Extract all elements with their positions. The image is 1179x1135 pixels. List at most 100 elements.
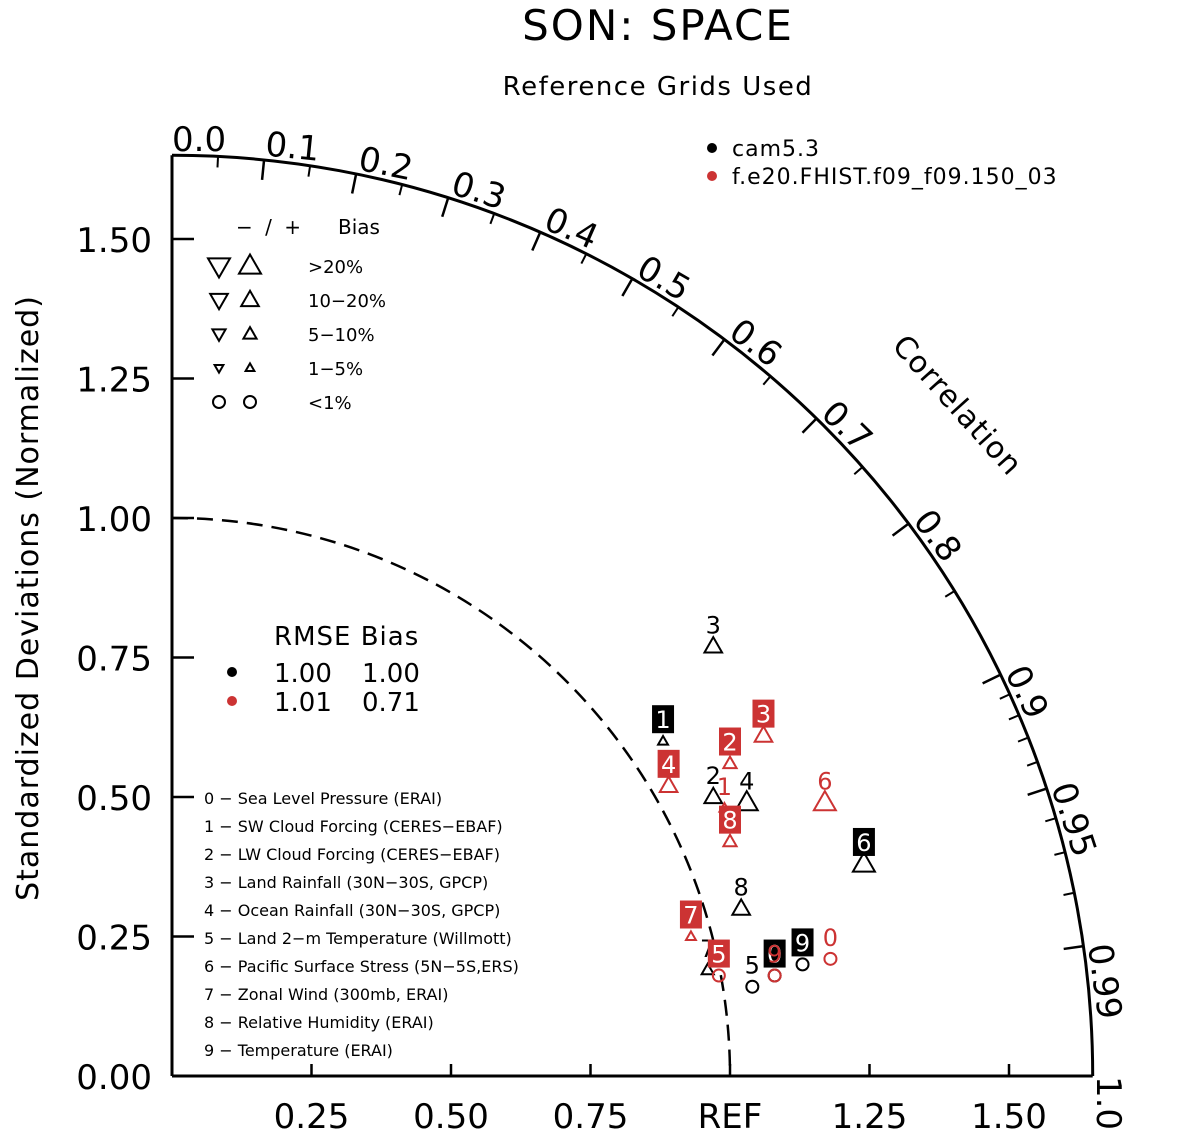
point-marker [684, 929, 698, 941]
correlation-tick [350, 173, 358, 194]
outer-arc [171, 153, 1095, 1077]
point-label-box [707, 939, 730, 968]
rmse-row-marker [227, 696, 237, 706]
point-label-box [852, 827, 875, 856]
bias-legend-pos-marker [243, 361, 257, 373]
point-marker [823, 951, 838, 966]
bias-legend-neg-marker [212, 395, 226, 409]
correlation-tick [580, 253, 588, 265]
correlation-tick [1063, 944, 1084, 951]
x-tick-label: 0.25 [274, 1097, 350, 1135]
legend-marker-cam [707, 143, 717, 153]
point-marker [812, 789, 838, 812]
chart-subtitle: Reference Grids Used [503, 72, 814, 102]
rmse-table: RMSE Bias 1.00 1.00 1.01 0.71 [227, 622, 420, 718]
variable-list: 0 − Sea Level Pressure (ERAI) 1 − SW Clo… [204, 789, 519, 1060]
variable-item: 6 − Pacific Surface Stress (5N−5S,ERS) [204, 957, 519, 976]
bias-legend-pos-marker [239, 288, 261, 308]
correlation-tick [398, 184, 404, 196]
correlation-tick [944, 590, 956, 598]
variable-item: 8 − Relative Humidity (ERAI) [204, 1013, 434, 1032]
point-label: 5 [711, 941, 726, 969]
x-tick-label: 0.50 [413, 1097, 489, 1135]
x-tick-label: 1.50 [971, 1097, 1047, 1135]
point-label: 3 [756, 701, 771, 729]
point-label: 6 [817, 768, 832, 796]
point-label-box [763, 939, 786, 968]
variable-item: 0 − Sea Level Pressure (ERAI) [204, 789, 442, 808]
point-marker [795, 957, 810, 972]
correlation-tick [1017, 736, 1029, 743]
variable-item: 2 − LW Cloud Forcing (CERES−EBAF) [204, 845, 500, 864]
point-label: 2 [706, 762, 721, 790]
reference-arc [171, 516, 732, 1077]
point-label-box [791, 928, 814, 957]
variable-item: 3 − Land Rainfall (30N−30S, GPCP) [204, 873, 488, 892]
correlation-tick [441, 197, 450, 218]
point-marker [721, 832, 739, 848]
point-label-box [752, 699, 775, 728]
point-label-box [657, 749, 680, 778]
variable-item: 1 − SW Cloud Forcing (CERES−EBAF) [204, 817, 503, 836]
point-marker [734, 789, 760, 812]
bias-legend-title: Bias [338, 215, 380, 239]
point-marker [702, 785, 724, 805]
chart-title: SON: SPACE [522, 1, 794, 50]
point-label: 4 [739, 768, 754, 796]
point-label: 1 [655, 706, 670, 734]
point-label: 8 [734, 874, 749, 902]
point-label: 1 [717, 773, 732, 801]
rmse-value: 1.00 [274, 659, 332, 689]
point-label-box [719, 805, 741, 834]
axis-ticks: 0.25 0.50 0.75 REF 1.25 1.500.000.250.500.751… [76, 221, 1047, 1135]
y-tick-label: 0.75 [76, 640, 152, 680]
correlation-tick [762, 375, 772, 386]
x-tick-label: 1.25 [832, 1097, 908, 1135]
correlation-tick [260, 159, 266, 180]
point-marker [745, 979, 760, 994]
correlation-tick [307, 165, 312, 177]
point-label: 2 [722, 729, 737, 757]
bias-legend-label: 5−10% [308, 325, 375, 346]
correlation-tick [671, 306, 680, 317]
point-marker [699, 961, 716, 976]
correlation-tick [216, 156, 220, 168]
variable-item: 4 − Ocean Rainfall (30N−30S, GPCP) [204, 901, 500, 920]
point-label-box [719, 727, 741, 756]
correlation-label: 0.2 [355, 139, 416, 189]
plot-frame [170, 153, 1095, 1078]
bias-legend-neg-marker [208, 292, 230, 312]
point-label: 9 [795, 929, 810, 957]
series-legend: cam5.3 f.e20.FHIST.f09_f09.150_03 [707, 137, 1057, 190]
correlation-tick [1045, 817, 1057, 823]
correlation-label: 0.7 [813, 393, 880, 459]
y-tick-label: 1.25 [76, 361, 152, 401]
correlation-tick [999, 693, 1011, 700]
point-label: 5 [745, 952, 760, 980]
point-label: 0 [823, 924, 838, 952]
correlation-tick [531, 231, 542, 251]
point-marker [851, 850, 877, 873]
bias-legend-neg-marker [210, 328, 228, 343]
y-tick-label: 0.00 [76, 1058, 152, 1098]
x-tick-label: 0.75 [553, 1097, 629, 1135]
bias-legend-label: <1% [308, 393, 352, 414]
point-label: 7 [683, 902, 698, 930]
correlation-label: 0.99 [1079, 941, 1129, 1022]
correlation-tick [1026, 760, 1038, 767]
point-label: 4 [661, 751, 676, 779]
bias-legend-pos-marker [243, 395, 257, 409]
correlation-tick [621, 278, 634, 297]
rmse-table-header: RMSE Bias [274, 622, 419, 652]
correlation-tick [891, 522, 910, 537]
rmse-row-marker [227, 667, 237, 677]
point-marker [656, 734, 670, 746]
correlation-tick [982, 673, 1002, 685]
point-marker [658, 774, 680, 793]
point-marker [711, 968, 726, 983]
y-tick-label: 1.50 [76, 221, 152, 261]
variable-item: 5 − Land 2−m Temperature (Willmott) [204, 929, 512, 948]
point-label: 8 [722, 807, 737, 835]
